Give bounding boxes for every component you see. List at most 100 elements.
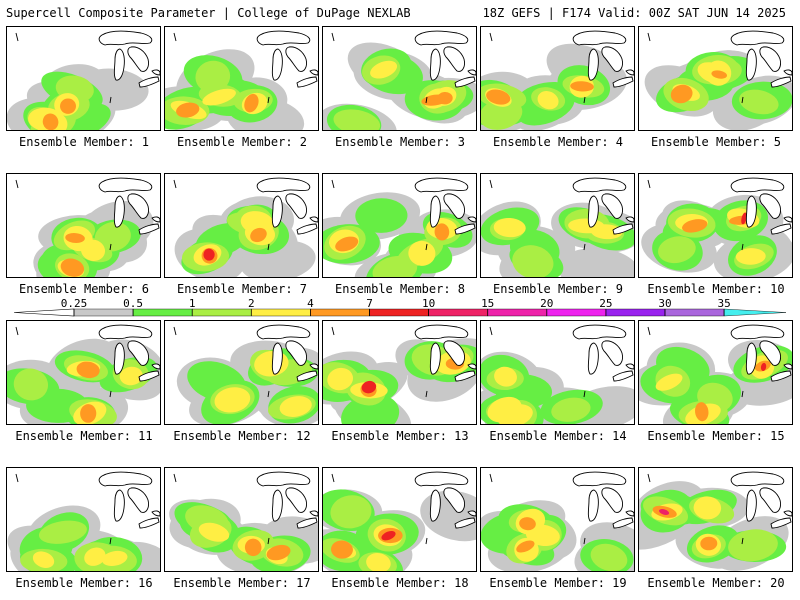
scp-contour-1 xyxy=(739,89,779,115)
ensemble-member-label: Ensemble Member: 6 xyxy=(18,282,150,296)
scp-contour-4 xyxy=(335,236,359,252)
ensemble-member-panel xyxy=(6,173,161,278)
colorbar-tick-label: 4 xyxy=(307,299,314,310)
colorbar-tick-label: 0.5 xyxy=(123,299,143,310)
ensemble-member-label: Ensemble Member: 18 xyxy=(331,576,469,590)
colorbar-swatch xyxy=(132,308,193,317)
map-title: Supercell Composite Parameter | College … xyxy=(6,6,411,20)
scp-contour-0_25 xyxy=(558,247,634,277)
scp-field-map xyxy=(165,30,318,130)
ensemble-member-label: Ensemble Member: 16 xyxy=(15,576,153,590)
scp-contour-4 xyxy=(331,540,353,559)
colorbar-tick-label: 0.25 xyxy=(61,299,88,310)
great-lakes-outline xyxy=(15,471,160,545)
ensemble-member-label: Ensemble Member: 11 xyxy=(15,429,153,443)
colorbar-swatch xyxy=(191,308,252,317)
scp-field-map xyxy=(323,471,476,571)
scp-contour-4 xyxy=(80,404,97,423)
colorbar-swatch xyxy=(546,308,607,317)
colorbar-arrow-high xyxy=(723,308,786,317)
scp-contour-1 xyxy=(728,529,778,562)
scp-field-map xyxy=(481,324,634,424)
scp-field-map xyxy=(481,30,634,130)
scp-contour-4 xyxy=(570,81,594,92)
scp-contour-1 xyxy=(13,368,49,401)
great-lakes-outline xyxy=(173,30,318,104)
scp-contour-4 xyxy=(65,233,85,243)
great-lakes-outline xyxy=(331,471,476,545)
ensemble-member-panel xyxy=(322,26,477,131)
scp-contour-2 xyxy=(494,366,517,387)
great-lakes-outline xyxy=(489,324,634,398)
ensemble-member-panel xyxy=(164,26,319,131)
scp-contour-2 xyxy=(119,366,143,386)
ensemble-member-panel xyxy=(164,320,319,425)
scp-contour-4 xyxy=(244,538,262,557)
scp-contour-7 xyxy=(381,530,396,541)
great-lakes-outline xyxy=(331,324,476,398)
scp-contour-10 xyxy=(658,509,670,515)
scp-contour-4 xyxy=(60,258,85,277)
scp-field-map xyxy=(639,324,792,424)
great-lakes-outline xyxy=(15,324,160,398)
scp-field-map xyxy=(639,471,792,571)
scp-field-map xyxy=(481,177,634,277)
scp-field-map xyxy=(15,177,160,277)
scp-contour-2 xyxy=(735,248,766,265)
scp-contour-4 xyxy=(176,102,200,118)
scp-field-map xyxy=(7,324,160,424)
scp-contour-4 xyxy=(670,84,693,104)
scp-field-map xyxy=(169,471,318,571)
great-lakes-outline xyxy=(489,471,634,545)
colorbar-tick-label: 7 xyxy=(366,299,373,310)
great-lakes-outline xyxy=(15,177,160,251)
scp-contour-0_5 xyxy=(355,198,408,233)
scp-contour-1 xyxy=(481,98,523,130)
ensemble-member-panel xyxy=(322,320,477,425)
run-valid-time: 18Z GEFS | F174 Valid: 00Z SAT JUN 14 20… xyxy=(482,6,786,20)
scp-contour-4 xyxy=(695,402,709,422)
colorbar-tick-label: 30 xyxy=(658,299,671,310)
scp-contour-2 xyxy=(198,522,230,542)
scp-contour-2 xyxy=(493,218,526,238)
scp-field-map xyxy=(7,30,160,130)
colorbar-arrow-low xyxy=(14,308,75,317)
ensemble-member-panel xyxy=(164,467,319,572)
scp-contour-1 xyxy=(512,245,554,277)
great-lakes-outline xyxy=(173,471,318,545)
scp-contour-2 xyxy=(279,396,312,417)
scp-contour-4 xyxy=(700,536,718,551)
ensemble-member-panel xyxy=(6,26,161,131)
scp-contour-2 xyxy=(370,60,398,79)
great-lakes-outline xyxy=(647,324,792,398)
ensemble-member-panel xyxy=(480,26,635,131)
scp-field-map xyxy=(173,177,318,277)
scp-contour-4 xyxy=(486,89,511,105)
ensemble-member-panel xyxy=(480,173,635,278)
ensemble-member-panel xyxy=(322,173,477,278)
colorbar-swatch xyxy=(428,308,488,317)
scp-contour-7 xyxy=(361,380,377,394)
scp-contour-2 xyxy=(327,367,354,391)
ensemble-member-panel xyxy=(638,173,793,278)
scp-contour-1 xyxy=(658,236,696,264)
scp-contour-2 xyxy=(80,239,106,261)
scp-field-map xyxy=(644,30,792,130)
scp-contour-4 xyxy=(42,113,59,130)
scp-contour-2 xyxy=(655,373,683,391)
ensemble-member-label: Ensemble Member: 15 xyxy=(647,429,785,443)
great-lakes-outline xyxy=(173,324,318,398)
ensemble-member-label: Ensemble Member: 2 xyxy=(176,135,308,149)
scp-contour-4 xyxy=(76,361,100,379)
scp-contour-4 xyxy=(519,517,536,531)
great-lakes-outline xyxy=(647,471,792,545)
ensemble-member-label: Ensemble Member: 4 xyxy=(492,135,624,149)
scp-field-map xyxy=(7,471,160,571)
scp-contour-7 xyxy=(203,248,215,261)
colorbar-swatch xyxy=(487,308,548,317)
ensemble-member-panel xyxy=(638,467,793,572)
colorbar-tick-label: 35 xyxy=(717,299,730,310)
scp-contour-2 xyxy=(537,91,559,110)
colorbar-swatch xyxy=(369,308,429,317)
ensemble-member-label: Ensemble Member: 10 xyxy=(647,282,785,296)
